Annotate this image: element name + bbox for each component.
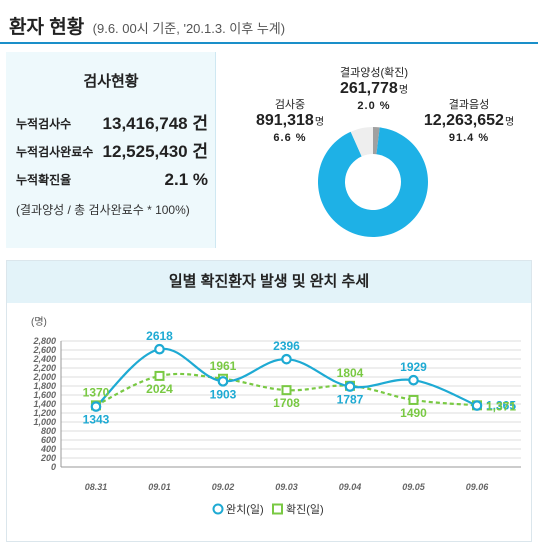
y-tick-label: 2,200	[32, 363, 56, 373]
donut-slice-negative	[318, 127, 428, 237]
legend-marker-confirmed	[272, 503, 283, 515]
stat-label: 누적확진율	[16, 173, 72, 187]
testing-unit: 명	[314, 117, 325, 128]
data-label-recovered: 1929	[400, 360, 427, 374]
stat-label: 누적검사완료수	[16, 145, 94, 159]
negative-label-group: 결과음성 12,263,652명 91.4 %	[408, 96, 530, 144]
trend-chart-panel: 일별 확진환자 발생 및 완치 추세 (명) 0 200 400 600 800 1,000…	[6, 260, 532, 542]
data-point-confirmed	[154, 370, 165, 381]
stat-value: 2.1 %	[164, 170, 208, 189]
legend-label-confirmed: 확진(일)	[286, 502, 324, 516]
data-label-recovered: 2396	[273, 339, 300, 353]
data-label-confirmed: 1961	[210, 359, 237, 373]
data-point-recovered	[344, 381, 356, 392]
data-label-recovered: 1343	[83, 413, 110, 427]
y-tick-label: 2,600	[32, 345, 56, 355]
positive-label-group: 결과양성(확진) 261,778명 2.0 %	[324, 64, 424, 112]
x-tick-label: 09.03	[275, 482, 298, 492]
y-tick-label: 2,400	[32, 354, 56, 364]
y-tick-label: 1,600	[33, 390, 56, 400]
y-tick-label: 200	[40, 453, 56, 463]
stat-row-positive-rate: 누적확진율 2.1 %	[16, 168, 214, 190]
testing-value: 891,318	[255, 112, 314, 129]
test-results-panel: 결과양성(확진) 261,778명 2.0 % 검사중 891,318명 6.6…	[218, 52, 532, 248]
page-title: 환자 현황	[9, 17, 85, 38]
testing-label-group: 검사중 891,318명 6.6 %	[240, 96, 340, 144]
y-tick-label: 2,000	[32, 372, 56, 382]
data-point-recovered	[471, 400, 483, 411]
data-label-confirmed: 2024	[146, 382, 173, 396]
x-tick-label: 09.01	[148, 482, 171, 492]
test-status-panel: 검사현황 누적검사수 13,416,748 건 누적검사완료수 12,525,4…	[6, 52, 216, 248]
positive-label: 결과양성(확진)	[339, 67, 409, 79]
data-label-confirmed: 1490	[400, 406, 427, 420]
page-header: 환자 현황 (9.6. 00시 기준, '20.1.3. 이후 누계)	[0, 0, 538, 44]
test-status-title: 검사현황	[83, 73, 139, 90]
y-tick-label: 1,000	[33, 417, 56, 427]
legend-marker-recovered	[212, 503, 224, 515]
y-tick-label: 1,200	[33, 408, 56, 418]
y-axis-label: (명)	[31, 316, 47, 328]
data-point-recovered	[408, 374, 419, 386]
negative-pct: 91.4 %	[448, 132, 490, 144]
data-label-recovered: 1787	[337, 393, 364, 407]
negative-label: 결과음성	[448, 99, 490, 111]
stat-value: 12,525,430 건	[102, 142, 208, 161]
data-label-confirmed: 1,371	[486, 399, 516, 413]
testing-pct: 6.6 %	[273, 132, 307, 144]
donut-slice-positive	[373, 127, 380, 155]
positive-value: 261,778	[339, 80, 398, 97]
x-tick-label: 08.31	[85, 482, 108, 492]
test-results-donut	[318, 127, 428, 237]
data-label-confirmed: 1370	[83, 385, 110, 399]
y-tick-label: 400	[40, 444, 56, 454]
data-point-recovered	[217, 376, 229, 387]
stat-label: 누적검사수	[16, 117, 72, 131]
y-tick-label: 0	[51, 462, 56, 472]
y-tick-label: 1,800	[33, 381, 56, 391]
data-label-recovered: 1903	[210, 387, 237, 401]
y-tick-label: 600	[41, 435, 56, 445]
legend-label-recovered: 완치(일)	[226, 502, 264, 516]
page-subtitle: (9.6. 00시 기준, '20.1.3. 이후 누계)	[92, 21, 286, 36]
x-tick-label: 09.05	[402, 482, 426, 492]
x-tick-label: 09.02	[212, 482, 235, 492]
data-point-confirmed	[281, 385, 292, 396]
positive-unit: 명	[398, 85, 409, 96]
data-label-confirmed: 1708	[273, 396, 300, 410]
positive-rate-note: (결과양성 / 총 검사완료수 * 100%)	[16, 203, 190, 217]
y-tick-label: 800	[41, 426, 56, 436]
x-tick-label: 09.04	[339, 482, 362, 492]
trend-line-chart: (명) 02004006008001,0001,2001,4001,6001,80…	[31, 316, 521, 516]
stat-value: 13,416,748 건	[102, 114, 208, 133]
data-point-recovered	[281, 353, 292, 365]
negative-unit: 명	[504, 117, 515, 128]
positive-pct: 2.0 %	[357, 100, 391, 112]
data-point-recovered	[90, 401, 102, 412]
data-label-recovered: 1,365	[486, 399, 516, 413]
data-point-recovered	[154, 343, 165, 355]
y-tick-label: 2,800	[32, 336, 56, 346]
testing-label: 검사중	[274, 99, 306, 111]
stat-row-completed-tests: 누적검사완료수 12,525,430 건	[16, 140, 214, 162]
data-label-confirmed: 1804	[337, 366, 364, 380]
negative-value: 12,263,652	[423, 112, 504, 129]
donut-slice-testing	[350, 127, 373, 157]
chart-title: 일별 확진환자 발생 및 완치 추세	[7, 261, 531, 303]
data-point-confirmed	[408, 394, 419, 405]
y-tick-label: 1,400	[33, 399, 56, 409]
x-tick-label: 09.06	[466, 482, 490, 492]
data-label-recovered: 2618	[146, 329, 173, 343]
stat-row-total-tests: 누적검사수 13,416,748 건	[16, 112, 214, 134]
